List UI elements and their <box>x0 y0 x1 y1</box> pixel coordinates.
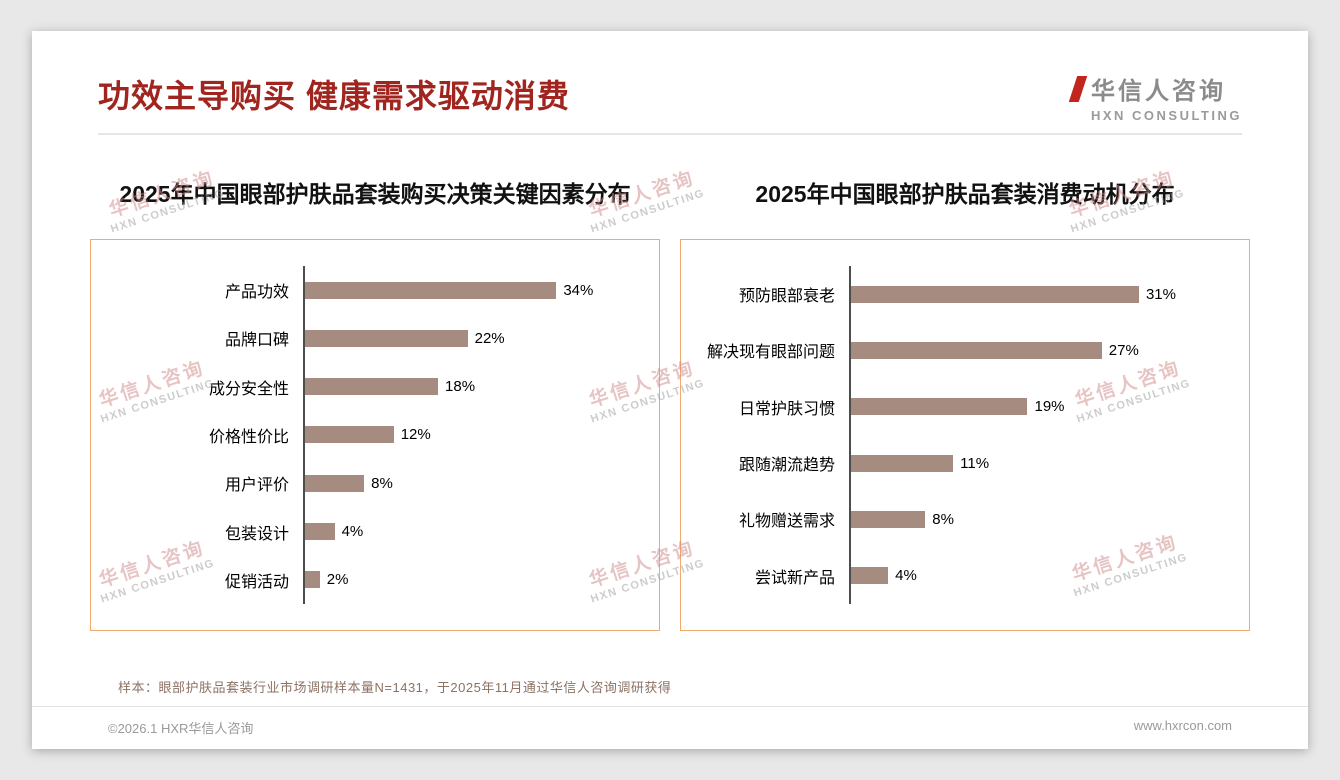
bar-zone: 4% <box>849 547 1231 604</box>
logo-mark-icon <box>1068 75 1088 102</box>
chart-title-purchase-factors: 2025年中国眼部护肤品套装购买决策关键因素分布 <box>119 181 631 207</box>
bar <box>851 510 926 528</box>
bar <box>305 378 439 396</box>
category-label: 包装设计 <box>224 525 289 543</box>
bar <box>851 567 889 585</box>
value-label: 4% <box>341 523 364 541</box>
category-label: 品牌口碑 <box>224 332 289 350</box>
value-label: 18% <box>445 378 476 396</box>
chart-block-purchase-factors: 2025年中国眼部护肤品套装购买决策关键因素分布 产品功效 34% 品牌口碑 22% 成… <box>90 135 660 631</box>
bar-zone: 2% <box>303 555 641 604</box>
bar-row: 尝试新产品 4% <box>681 547 1231 604</box>
value-label: 34% <box>563 281 594 299</box>
bar-zone: 34% <box>303 266 641 315</box>
value-label: 22% <box>474 329 505 347</box>
bar-row: 成分安全性 18% <box>91 362 641 411</box>
footer-website[interactable]: www.hxrcon.com <box>1133 718 1232 733</box>
value-label: 8% <box>371 474 393 492</box>
bar <box>851 454 954 472</box>
category-label: 用户评价 <box>224 477 289 495</box>
bar-row: 日常护肤习惯 19% <box>681 378 1231 435</box>
category-label: 礼物赠送需求 <box>738 513 835 531</box>
value-label: 19% <box>1034 398 1065 416</box>
bar <box>305 329 468 347</box>
bar <box>305 281 557 299</box>
bar-zone: 18% <box>303 362 641 411</box>
bar <box>305 474 365 492</box>
bar-row: 品牌口碑 22% <box>91 314 641 363</box>
bar-row: 跟随潮流趋势 11% <box>681 434 1231 492</box>
category-label: 产品功效 <box>224 284 289 302</box>
category-label: 成分安全性 <box>208 380 289 398</box>
bar-row: 预防眼部衰老 31% <box>681 266 1231 323</box>
chart-title-consumption-motives: 2025年中国眼部护肤品套装消费动机分布 <box>755 181 1175 207</box>
footer: ©2026.1 HXR华信人咨询 www.hxrcon.com <box>32 706 1308 749</box>
bar-row: 促销活动 2% <box>91 555 641 604</box>
value-label: 2% <box>326 571 349 589</box>
bar-zone: 4% <box>303 507 641 556</box>
bar-row: 产品功效 34% <box>91 266 641 315</box>
category-label: 价格性价比 <box>208 428 289 446</box>
chart-block-consumption-motives: 2025年中国眼部护肤品套装消费动机分布 预防眼部衰老 31% 解决现有眼部问题 27… <box>680 135 1250 631</box>
bar-zone: 31% <box>849 266 1231 323</box>
bar <box>851 341 1102 359</box>
bar <box>305 426 394 444</box>
bar-zone: 22% <box>303 314 641 363</box>
value-label: 8% <box>932 510 954 528</box>
value-label: 11% <box>960 454 990 472</box>
bar-row: 礼物赠送需求 8% <box>681 491 1231 548</box>
category-label: 跟随潮流趋势 <box>738 457 835 475</box>
logo: 华信人咨询 HXN CONSULTING <box>1068 71 1242 123</box>
bar <box>851 285 1139 303</box>
bar-row: 价格性价比 12% <box>91 410 641 460</box>
bar-zone: 12% <box>303 410 641 460</box>
value-label: 12% <box>400 426 431 444</box>
bar-zone: 8% <box>849 491 1231 548</box>
bar <box>305 523 335 541</box>
page-title: 功效主导购买 健康需求驱动消费 <box>98 78 570 114</box>
chart-purchase-factors: 产品功效 34% 品牌口碑 22% 成分安全性 18% 价格性价比 12% 用户评价 8% 包装设计… <box>90 239 660 631</box>
category-label: 促销活动 <box>224 573 289 591</box>
category-label: 日常护肤习惯 <box>738 400 835 418</box>
bar <box>305 571 320 589</box>
bar <box>851 398 1028 416</box>
logo-name-en: HXN CONSULTING <box>1090 108 1242 123</box>
header: 功效主导购买 健康需求驱动消费 华信人咨询 HXN CONSULTING <box>32 31 1308 123</box>
footer-copyright: ©2026.1 HXR华信人咨询 <box>108 721 254 736</box>
bar-row: 包装设计 4% <box>91 507 641 556</box>
bar-zone: 11% <box>849 434 1231 492</box>
bar-row: 用户评价 8% <box>91 459 641 508</box>
value-label: 31% <box>1145 285 1176 303</box>
bar-zone: 8% <box>303 459 641 508</box>
value-label: 27% <box>1108 341 1139 359</box>
category-label: 尝试新产品 <box>754 569 835 587</box>
category-label: 预防眼部衰老 <box>738 288 835 306</box>
slide: 功效主导购买 健康需求驱动消费 华信人咨询 HXN CONSULTING 202… <box>32 31 1308 749</box>
value-label: 4% <box>895 567 917 585</box>
category-label: 解决现有眼部问题 <box>706 344 835 362</box>
sample-note: 样本：眼部护肤品套装行业市场调研样本量N=1431，于2025年11月通过华信人… <box>118 680 672 695</box>
charts-row: 2025年中国眼部护肤品套装购买决策关键因素分布 产品功效 34% 品牌口碑 22% 成… <box>32 135 1308 631</box>
header-divider <box>98 133 1242 135</box>
chart-consumption-motives: 预防眼部衰老 31% 解决现有眼部问题 27% 日常护肤习惯 19% 跟随潮流趋势 11% 礼物… <box>680 239 1250 631</box>
logo-name-cn: 华信人咨询 <box>1090 78 1226 105</box>
bar-zone: 19% <box>849 378 1231 435</box>
bar-row: 解决现有眼部问题 27% <box>681 322 1231 379</box>
bar-zone: 27% <box>849 322 1231 379</box>
